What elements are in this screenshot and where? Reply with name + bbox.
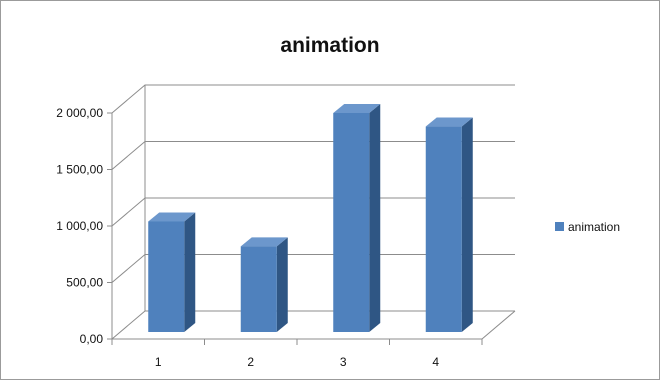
x-tick-label: 1 xyxy=(155,355,162,369)
bar-side xyxy=(461,117,473,332)
legend: animation xyxy=(555,220,620,234)
x-tick-label: 2 xyxy=(247,355,254,369)
bar xyxy=(240,246,277,332)
x-tick-label: 4 xyxy=(432,355,439,369)
bar xyxy=(333,113,370,332)
x-tick-label: 3 xyxy=(340,355,347,369)
bar-side xyxy=(369,104,381,332)
legend-label: animation xyxy=(568,220,620,234)
plot-area: 0,00 500,00 1 000,00 1 500,00 2 000,00 1 2 3 4 xyxy=(56,84,516,369)
legend-swatch xyxy=(555,222,564,231)
y-tick-label: 2 000,00 xyxy=(56,106,103,120)
bar xyxy=(148,221,185,332)
bar xyxy=(425,126,462,332)
bar-top xyxy=(425,117,473,127)
chart-title: animation xyxy=(280,34,379,57)
bar-top xyxy=(148,212,196,222)
bar-side xyxy=(184,212,196,332)
bar-top xyxy=(333,104,381,113)
y-tick-label: 1 500,00 xyxy=(56,163,103,177)
y-tick-label: 500,00 xyxy=(66,276,103,290)
floor-right-edge xyxy=(481,310,516,340)
y-tick-label: 1 000,00 xyxy=(56,219,103,233)
bar-top xyxy=(240,237,288,247)
y-tick-label: 0,00 xyxy=(80,332,104,346)
bar-side xyxy=(276,237,288,332)
